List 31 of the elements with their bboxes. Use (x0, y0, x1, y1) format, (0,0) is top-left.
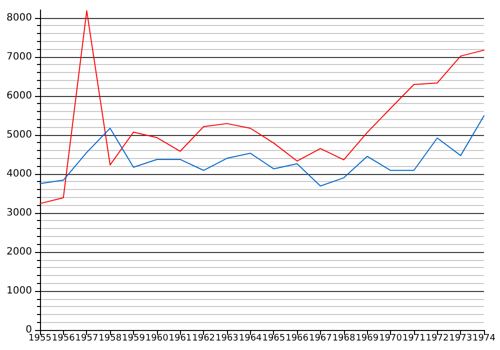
x-tick-label: 1959 (122, 334, 146, 344)
x-tick-label: 1970 (379, 334, 402, 344)
y-tick-label: 2000 (6, 246, 32, 258)
x-tick-label: 1962 (192, 334, 216, 344)
x-tick-label: 1969 (356, 334, 379, 344)
x-tick-label: 1963 (215, 334, 238, 344)
x-tick-label: 1966 (286, 334, 309, 344)
x-tick-label: 1971 (402, 334, 426, 344)
x-tick-label: 1965 (262, 334, 286, 344)
y-tick-label: 7000 (6, 51, 32, 62)
line-series (40, 10, 484, 204)
x-tick-label: 1968 (332, 334, 356, 344)
x-tick-label: 1956 (52, 334, 76, 344)
y-tick-label: 4000 (6, 168, 32, 180)
y-tick-label: 0 (26, 324, 32, 336)
x-tick-label: 1967 (308, 334, 332, 344)
y-tick-label: 5000 (6, 129, 32, 140)
y-tick-label: 3000 (6, 207, 32, 218)
x-tick-label: 1974 (472, 334, 496, 344)
y-tick-label: 1000 (6, 285, 32, 296)
y-tick-label: 6000 (6, 90, 32, 102)
x-tick-label: 1955 (28, 334, 52, 344)
line-series (40, 115, 484, 186)
x-tick-label: 1964 (238, 334, 262, 344)
x-tick-label: 1972 (426, 334, 449, 344)
x-tick-label: 1973 (449, 334, 472, 344)
y-tick-label: 8000 (6, 12, 32, 24)
x-tick-label: 1961 (168, 334, 192, 344)
x-tick-label: 1957 (75, 334, 98, 344)
x-tick-label: 1958 (98, 334, 122, 344)
x-tick-label: 1960 (145, 334, 169, 344)
